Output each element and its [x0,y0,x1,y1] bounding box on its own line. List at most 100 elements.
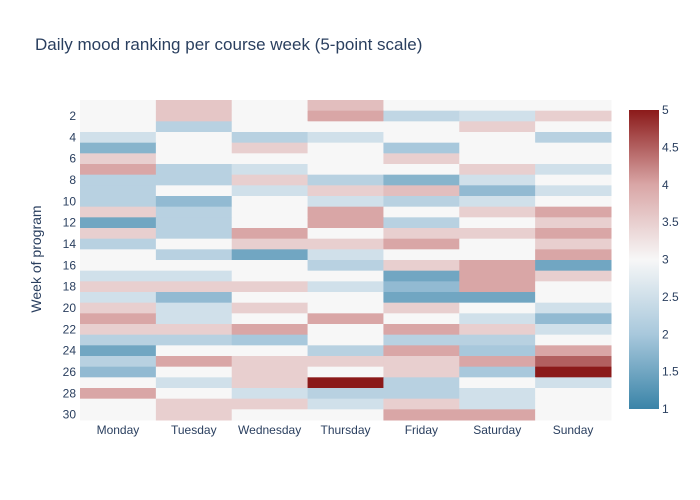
heatmap-cell [231,185,309,197]
y-tick-label: 16 [63,258,77,272]
x-tick-label: Sunday [553,423,594,437]
heatmap-cell [459,228,536,240]
heatmap-cell [535,121,612,133]
heatmap-cell [535,228,612,240]
heatmap-cell [231,100,309,112]
heatmap-cell [383,174,460,186]
heatmap-cell [231,196,309,208]
heatmap-cell [155,185,233,197]
heatmap-cell [307,185,384,197]
heatmap-cells [80,100,612,421]
heatmap-cell [535,164,612,176]
heatmap-cell [231,388,309,400]
heatmap-cell [383,377,460,389]
heatmap-cell [307,292,384,304]
chart-title: Daily mood ranking per course week (5-po… [35,35,422,54]
heatmap-cell [383,132,460,144]
heatmap-cell [459,313,536,325]
heatmap-cell [155,110,233,122]
heatmap-cell [459,356,536,368]
heatmap-cell [155,377,233,389]
heatmap-cell [231,217,309,229]
heatmap-cell [80,196,157,208]
heatmap-cell [383,238,460,250]
heatmap-cell [535,196,612,208]
heatmap-cell [231,260,309,272]
heatmap-cell [535,132,612,144]
heatmap-cell [535,270,612,282]
heatmap-cell [459,132,536,144]
heatmap-cell [155,121,233,133]
heatmap-cell [307,260,384,272]
heatmap-cell [383,334,460,346]
colorbar-ticks: 1 1.5 2 2.5 3 3.5 4 4.5 5 [662,103,679,416]
heatmap-cell [459,217,536,229]
heatmap-cell [155,313,233,325]
heatmap-cell [80,228,157,240]
heatmap-cell [80,388,157,400]
heatmap-cell [231,206,309,218]
heatmap-cell [155,334,233,346]
heatmap-cell [155,206,233,218]
y-tick-label: 12 [63,216,77,230]
heatmap-cell [231,174,309,186]
heatmap-cell [307,100,384,112]
heatmap-cell [307,217,384,229]
y-tick-label: 8 [69,173,76,187]
x-tick-label: Tuesday [171,423,217,437]
heatmap-cell [459,260,536,272]
y-tick-label: 20 [63,301,77,315]
heatmap-cell [80,377,157,389]
y-tick-label: 14 [63,237,77,251]
heatmap-cell [535,281,612,293]
heatmap-cell [307,302,384,314]
heatmap-cell [459,281,536,293]
heatmap-cell [231,324,309,336]
heatmap-cell [231,164,309,176]
y-tick-label: 18 [63,280,77,294]
heatmap-cell [80,164,157,176]
heatmap-cell [535,206,612,218]
heatmap-cell [231,132,309,144]
heatmap-cell [459,196,536,208]
heatmap-cell [155,409,233,421]
heatmap-cell [231,270,309,282]
y-tick-label: 24 [63,344,77,358]
heatmap-cell [155,100,233,112]
heatmap-cell [535,313,612,325]
heatmap-cell [80,292,157,304]
heatmap-cell [80,356,157,368]
heatmap-cell [231,366,309,378]
heatmap-cell [459,238,536,250]
heatmap-cell [307,281,384,293]
heatmap-cell [383,281,460,293]
x-axis-ticks: Monday Tuesday Wednesday Thursday Friday Satu… [97,423,594,437]
heatmap-cell [155,249,233,261]
heatmap-cell [535,153,612,165]
heatmap-cell [231,121,309,133]
heatmap-cell [155,270,233,282]
heatmap-cell [383,260,460,272]
heatmap-cell [383,409,460,421]
heatmap-cell [459,142,536,154]
colorbar-tick-label: 3.5 [662,215,679,229]
heatmap-cell [383,356,460,368]
heatmap-cell [80,270,157,282]
heatmap-cell [535,100,612,112]
heatmap-cell [535,388,612,400]
heatmap-cell [459,174,536,186]
heatmap-cell [535,238,612,250]
heatmap-cell [80,334,157,346]
heatmap-cell [459,249,536,261]
y-tick-label: 6 [69,152,76,166]
heatmap-cell [307,196,384,208]
x-tick-label: Thursday [320,423,370,437]
heatmap-cell [155,324,233,336]
heatmap-cell [231,345,309,357]
heatmap-cell [231,110,309,122]
heatmap-cell [307,206,384,218]
heatmap-cell [383,366,460,378]
heatmap-cell [155,345,233,357]
heatmap-cell [459,206,536,218]
